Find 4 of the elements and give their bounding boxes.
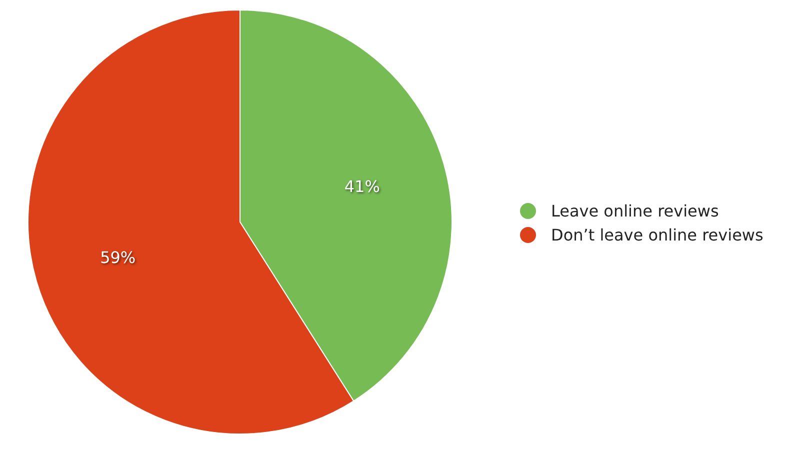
data-label: 59% (100, 248, 136, 268)
legend-label: Don’t leave online reviews (551, 226, 764, 245)
legend-label: Leave online reviews (551, 202, 719, 221)
data-label: 41% (344, 177, 380, 196)
